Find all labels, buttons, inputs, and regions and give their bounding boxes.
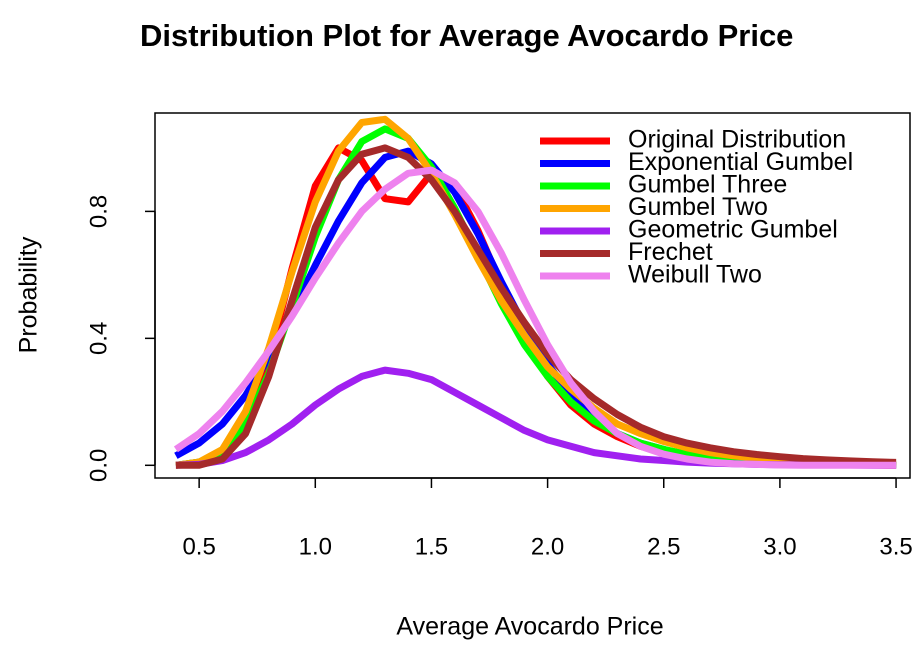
plot-area bbox=[173, 115, 897, 469]
x-tick-label: 2.5 bbox=[647, 533, 680, 560]
x-tick-label: 3.0 bbox=[763, 533, 796, 560]
x-tick-label: 1.5 bbox=[415, 533, 448, 560]
legend-label: Gumbel Two bbox=[628, 193, 768, 221]
chart-title: Distribution Plot for Average Avocardo P… bbox=[140, 18, 793, 53]
y-tick-label: 0.0 bbox=[85, 449, 112, 482]
x-tick-label: 1.0 bbox=[299, 533, 332, 560]
legend-label: Exponential Gumbel bbox=[628, 148, 853, 176]
x-tick-label: 3.5 bbox=[879, 533, 912, 560]
x-axis-label: Average Avocardo Price bbox=[396, 613, 663, 641]
series-line bbox=[175, 144, 897, 469]
series-line bbox=[175, 366, 897, 469]
y-tick-label: 0.8 bbox=[85, 195, 112, 228]
legend-label: Weibull Two bbox=[628, 261, 762, 289]
series-line bbox=[173, 166, 897, 469]
legend-label: Geometric Gumbel bbox=[628, 216, 838, 244]
x-tick-label: 2.0 bbox=[531, 533, 564, 560]
y-axis-label: Probability bbox=[15, 236, 43, 353]
x-tick-label: 0.5 bbox=[182, 533, 215, 560]
legend-label: Frechet bbox=[628, 238, 713, 266]
y-tick-label: 0.4 bbox=[85, 322, 112, 355]
legend-label: Gumbel Three bbox=[628, 171, 787, 199]
legend-label: Original Distribution bbox=[628, 126, 846, 154]
